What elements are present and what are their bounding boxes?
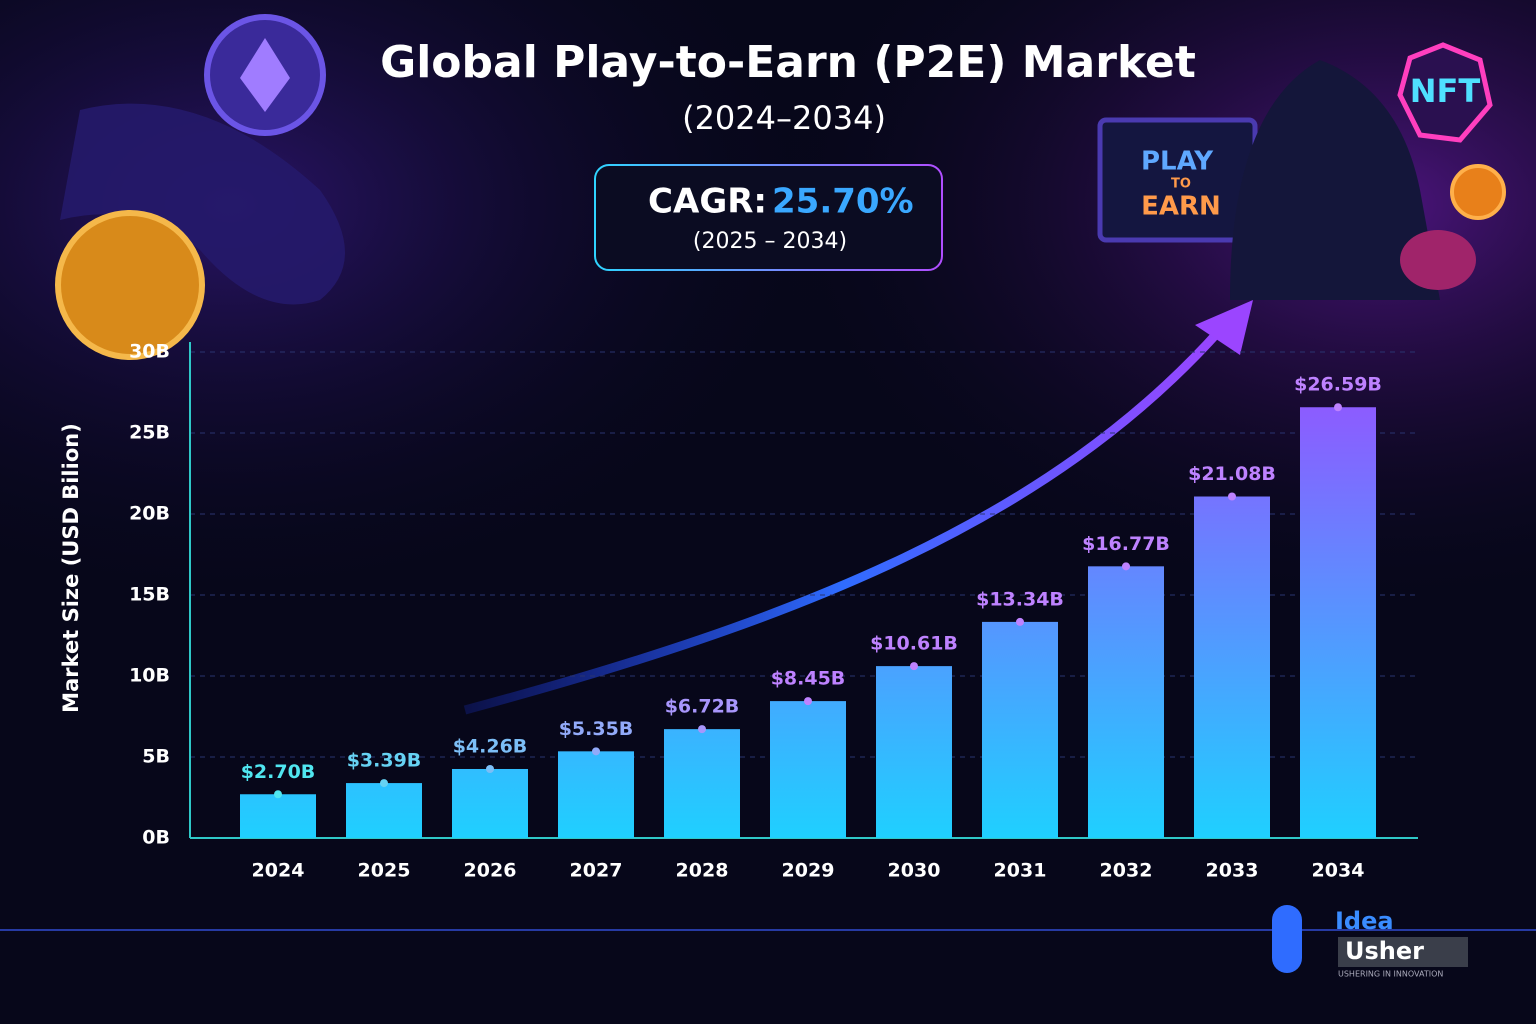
x-tick-label: 2033 [1206,860,1259,882]
x-tick-label: 2026 [464,860,517,882]
x-tick-label: 2032 [1100,860,1153,882]
screen-text: TO [1171,177,1191,192]
x-tick-label: 2031 [994,860,1047,882]
value-label: $5.35B [559,718,634,740]
eth-icon [240,38,290,112]
bar [452,768,528,838]
growth-arrow [463,326,1224,715]
logo-bar [1338,937,1468,967]
logo-mark [1272,905,1302,973]
value-label: $8.45B [771,668,846,690]
bar-dot [380,779,388,788]
bar [982,621,1058,838]
x-tick-label: 2024 [252,860,305,882]
nft-badge: NFT [1410,72,1481,110]
bar-dot [1334,403,1342,412]
bar [558,751,634,838]
value-label: $6.72B [665,696,740,718]
screen-text: EARN [1141,192,1221,222]
cagr-label: CAGR: [648,182,767,222]
value-label: $4.26B [453,735,528,757]
bar-dot [274,790,282,799]
bar-dot [698,725,706,734]
coin [55,210,205,360]
y-tick-label: 15B [129,584,170,606]
x-tick-label: 2028 [676,860,729,882]
x-tick-label: 2027 [570,860,623,882]
bar [1194,496,1270,838]
coin-stack [1400,230,1476,290]
value-label: $16.77B [1082,533,1170,555]
bar [346,783,422,838]
y-tick-label: 5B [142,746,170,768]
bar-dot [804,697,812,706]
bar-dot [1122,562,1130,571]
bar-dot [592,747,600,756]
value-label: $26.59B [1294,374,1382,396]
bar [1300,407,1376,838]
y-axis-label: Market Size (USD Bilion) [59,423,83,713]
chart-subtitle: (2024–2034) [682,99,886,137]
value-label: $21.08B [1188,463,1276,485]
y-tick-label: 20B [129,503,170,525]
logo-bottom: Usher [1345,937,1424,965]
gamer [1230,60,1440,300]
nft-hex [1397,42,1493,143]
x-tick-label: 2034 [1312,860,1365,882]
y-tick-label: 25B [129,422,170,444]
value-label: $10.61B [870,633,958,655]
bar [1088,566,1164,838]
cagr-period: (2025 – 2034) [693,229,847,254]
x-tick-label: 2029 [782,860,835,882]
bar [664,729,740,838]
bar [240,794,316,838]
x-tick-label: 2025 [358,860,411,882]
bar [770,701,846,838]
chart-title: Global Play-to-Earn (P2E) Market [380,37,1196,88]
bar [876,666,952,838]
logo-tagline: USHERING IN INNOVATION [1338,970,1443,979]
bar-dot [910,662,918,671]
controller [60,103,345,305]
screen-text: PLAY [1141,147,1214,177]
cagr-value: 25.70% [772,182,914,222]
x-tick-label: 2030 [888,860,941,882]
y-tick-label: 30B [129,341,170,363]
value-label: $13.34B [976,588,1064,610]
value-label: $2.70B [241,761,316,783]
y-tick-label: 10B [129,665,170,687]
value-label: $3.39B [347,750,422,772]
cagr-box [594,164,943,271]
bar-dot [486,764,494,773]
bar-dot [1228,492,1236,501]
y-tick-label: 0B [142,827,170,849]
dollar-coin [1450,164,1506,220]
bar-dot [1016,617,1024,626]
logo-top: Idea [1335,907,1394,935]
arrow-head [1195,300,1253,355]
